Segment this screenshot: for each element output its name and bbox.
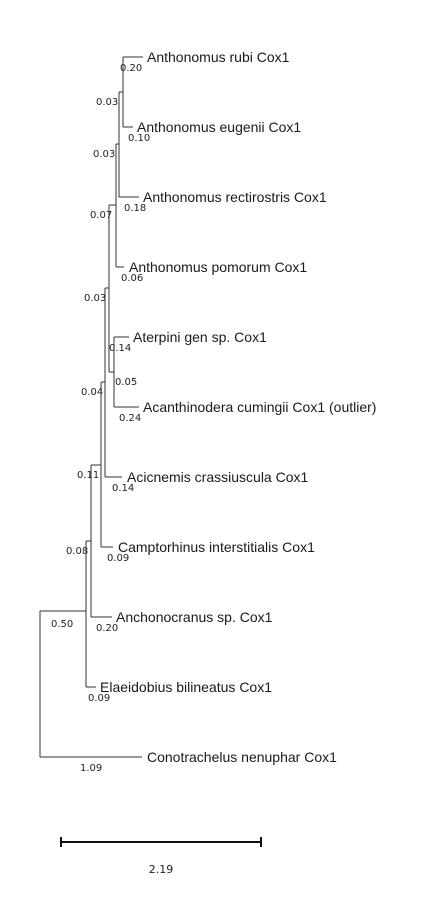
- taxon-label: Elaeidobius bilineatus Cox1: [100, 679, 272, 695]
- branch-length-label: 0.20: [96, 623, 118, 634]
- branch-length-label: 0.50: [51, 619, 73, 630]
- tree-branches: [39, 56, 143, 758]
- taxon-label: Anthonomus rectirostris Cox1: [143, 189, 327, 205]
- branch-length-label: 0.03: [84, 293, 106, 304]
- taxon-label: Conotrachelus nenuphar Cox1: [147, 749, 337, 765]
- taxon-label: Aterpini gen sp. Cox1: [133, 329, 267, 345]
- scale-bar-label: 2.19: [149, 863, 174, 876]
- branch-length-label: 0.18: [124, 203, 146, 214]
- branch-length-label: 1.09: [80, 763, 102, 774]
- branch-length-label: 0.09: [88, 693, 110, 704]
- branch-length-label: 0.24: [119, 413, 141, 424]
- scale-bar: 2.19: [60, 837, 262, 876]
- branch-length-label: 0.14: [109, 343, 131, 354]
- branch-length-label: 0.09: [107, 553, 129, 564]
- branch-length-label: 0.20: [120, 63, 142, 74]
- taxon-label: Anthonomus rubi Cox1: [147, 49, 290, 65]
- branch-length-label: 0.06: [121, 273, 143, 284]
- branch-length-label: 0.11: [77, 470, 99, 481]
- branch-length-label: 0.05: [115, 377, 137, 388]
- branch-length-label: 0.08: [66, 546, 88, 557]
- branch-length-label: 0.10: [128, 133, 150, 144]
- taxon-label: Acicnemis crassiuscula Cox1: [127, 469, 308, 485]
- branch-length-label: 0.14: [112, 483, 134, 494]
- terminal-branch-lengths: 0.20 0.10 0.18 0.06 0.14 0.24 0.14 0.09 …: [80, 63, 150, 774]
- taxon-label: Camptorhinus interstitialis Cox1: [118, 539, 315, 555]
- taxon-label: Anchonocranus sp. Cox1: [116, 609, 273, 625]
- branch-length-label: 0.07: [90, 210, 112, 221]
- taxon-label: Acanthinodera cumingii Cox1 (outlier): [143, 399, 376, 415]
- internal-branch-lengths: 0.03 0.03 0.07 0.05 0.03 0.04 0.11 0.08 …: [51, 97, 137, 630]
- branch-length-label: 0.03: [96, 97, 118, 108]
- taxon-label: Anthonomus pomorum Cox1: [129, 259, 307, 275]
- branch-length-label: 0.04: [81, 387, 103, 398]
- taxon-label: Anthonomus eugenii Cox1: [137, 119, 301, 135]
- branch-length-label: 0.03: [93, 149, 115, 160]
- taxon-labels: Anthonomus rubi Cox1 Anthonomus eugenii …: [100, 49, 376, 765]
